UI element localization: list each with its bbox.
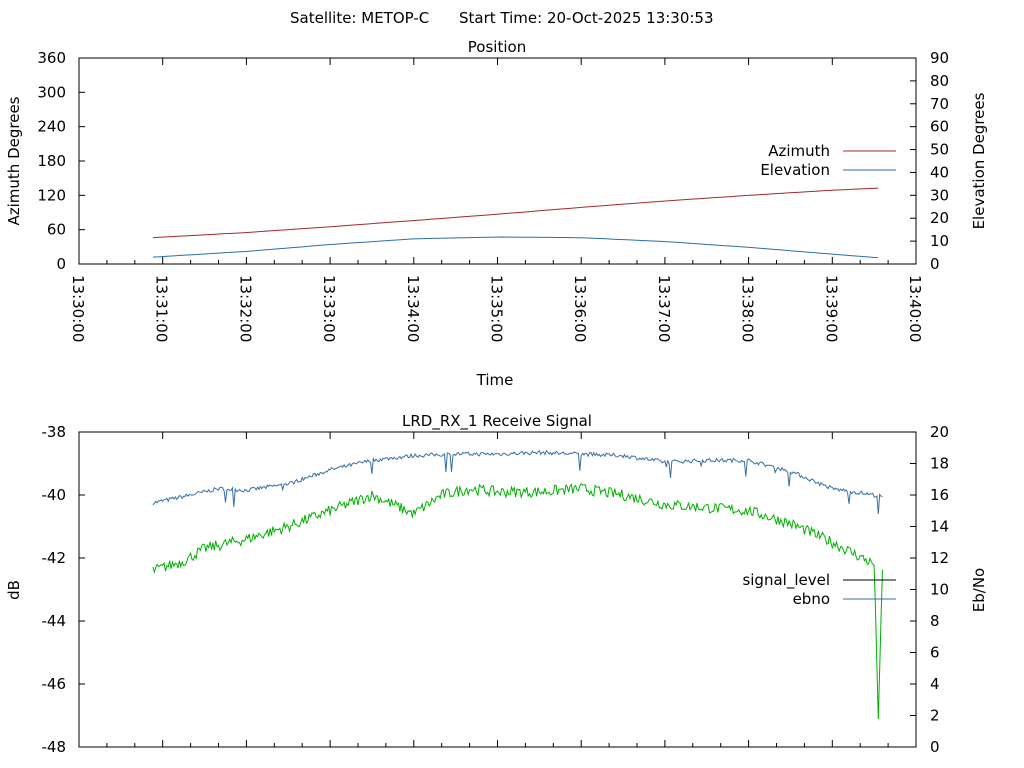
position-ytick-label: 120 [37,186,66,204]
position-ytick-label: 0 [56,255,66,273]
receive-signal-ytick-label: -38 [42,423,67,441]
position-xtick-label: 13:35:00 [488,275,506,342]
position-y2tick-label: 30 [930,186,949,204]
position-ytick-label: 300 [37,83,66,101]
satellite-label: Satellite: METOP-C [290,9,429,27]
receive-signal-chart: LRD_RX_1 Receive Signal -48 -46 -44 -42 -40 -… [5,412,988,756]
position-xtick-label: 13:33:00 [320,275,338,342]
position-y2tick-label: 60 [930,118,949,136]
legend-ebno-label: ebno [793,590,830,608]
position-y2tick-label: 80 [930,72,949,90]
position-y2tick-label: 40 [930,163,949,181]
receive-signal-ylabel: dB [5,580,23,600]
position-y2tick-label: 20 [930,209,949,227]
start-time-label: Start Time: 20-Oct-2025 13:30:53 [459,9,714,27]
legend-azimuth-label: Azimuth [768,142,830,160]
azimuth-line [152,187,879,239]
position-y2tick-label: 50 [930,141,949,159]
position-ytick-label: 60 [47,221,66,239]
receive-signal-y2tick-label: 14 [930,518,949,536]
position-y2tick-label: 70 [930,95,949,113]
receive-signal-y2tick-label: 2 [930,707,940,725]
receive-signal-ytick-label: -46 [42,675,67,693]
position-ytick-label: 240 [37,118,66,136]
elevation-line [152,236,879,259]
ebno-line [152,449,883,515]
position-y2tick-label: 10 [930,232,949,250]
receive-signal-y2tick-label: 10 [930,581,949,599]
position-title: Position [468,38,526,56]
position-xlabel: Time [476,371,514,389]
receive-signal-y2tick-label: 8 [930,612,940,630]
position-xtick-label: 13:36:00 [571,275,589,342]
receive-signal-y2tick-label: 4 [930,675,940,693]
position-xtick-label: 13:40:00 [906,275,924,342]
position-xtick-label: 13:39:00 [822,275,840,342]
receive-signal-ytick-label: -44 [42,612,67,630]
receive-signal-ytick-label: -48 [42,738,67,756]
signal-level-line [152,483,883,720]
position-xtick-label: 13:38:00 [739,275,757,342]
receive-signal-title: LRD_RX_1 Receive Signal [402,412,592,431]
legend-signal-level-label: signal_level [742,571,830,590]
legend-elevation-label: Elevation [760,161,830,179]
receive-signal-y2tick-label: 0 [930,738,940,756]
receive-signal-plot-frame [78,431,917,748]
position-y2tick-label: 0 [930,255,940,273]
position-ylabel: Azimuth Degrees [5,96,23,225]
receive-signal-y2tick-label: 6 [930,644,940,662]
receive-signal-y2tick-label: 18 [930,455,949,473]
position-xtick-label: 13:37:00 [655,275,673,342]
position-xtick-label: 13:32:00 [236,275,254,342]
position-y2label: Elevation Degrees [970,92,988,229]
receive-signal-y2tick-label: 12 [930,549,949,567]
position-xtick-label: 13:31:00 [153,275,171,342]
receive-signal-ytick-label: -40 [42,486,67,504]
position-chart: Position 0 60 120 180 240 300 360 0 10 20 30 40 50 60… [5,38,988,389]
receive-signal-ytick-label: -42 [42,549,67,567]
position-ytick-label: 180 [37,152,66,170]
position-xtick-label: 13:30:00 [69,275,87,342]
receive-signal-y2tick-label: 20 [930,423,949,441]
receive-signal-y2tick-label: 16 [930,486,949,504]
position-xtick-label: 13:34:00 [404,275,422,342]
receive-signal-y2label: Eb/No [970,568,988,612]
position-ytick-label: 360 [37,49,66,67]
position-y2tick-label: 90 [930,49,949,67]
